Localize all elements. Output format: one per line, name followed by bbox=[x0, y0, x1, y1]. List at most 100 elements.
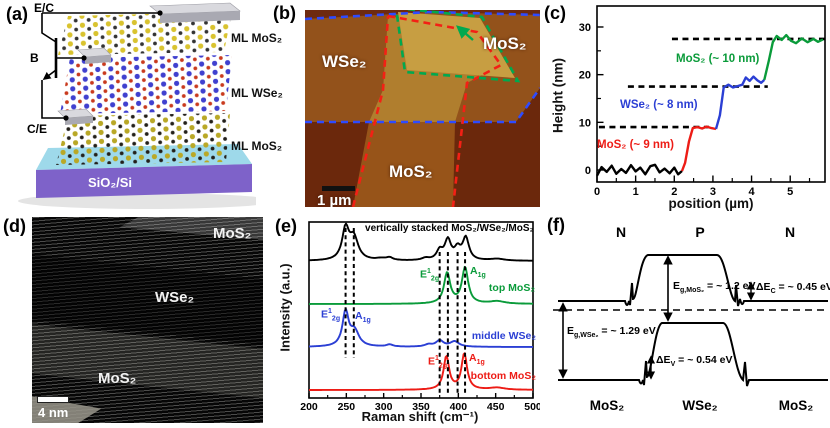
top-contact-dot bbox=[157, 10, 163, 16]
c-ytick-label: 0 bbox=[585, 165, 591, 177]
wse2-outline-top bbox=[305, 10, 540, 21]
panel-a-device-schematic: (a) SiO₂/Si bbox=[0, 0, 283, 212]
panel-b-label: (b) bbox=[273, 3, 296, 23]
eg-wse2-annotation: Eg,WSe₂ = ~ 1.29 eV bbox=[567, 325, 656, 340]
layer-label-bottom-mos2: ML MoS₂ bbox=[231, 139, 283, 153]
device-3d-illustration: SiO₂/Si bbox=[18, 1, 274, 209]
afm-wse2-label: WSe₂ bbox=[322, 52, 367, 71]
panel-c-height-profile: (c) 0 1 2 3 4 5 0 10 20 30 Height (nm) position (… bbox=[540, 0, 830, 212]
raman-title: vertically stacked MoS₂/WSe₂/MoS₂ bbox=[365, 223, 534, 234]
e-xtick-label: 400 bbox=[450, 401, 468, 413]
c-xtick-label: 2 bbox=[671, 186, 677, 198]
top-electrode bbox=[149, 2, 241, 23]
mode-label-a1g-wse2: A1g bbox=[355, 310, 371, 325]
afm-regions-overlay bbox=[305, 10, 540, 207]
tem-mos2-bottom-label: MoS₂ bbox=[98, 370, 137, 387]
eg-mos2-annotation: Eg,MoS₂ = ~ 1.2 eV bbox=[673, 280, 756, 295]
tem-mos2-top-label: MoS₂ bbox=[213, 225, 252, 242]
terminal-b-label: B bbox=[30, 51, 39, 65]
bottom-contact-dot bbox=[63, 115, 69, 121]
top-mos2-arrow bbox=[456, 25, 474, 41]
tem-wse2-label: WSe₂ bbox=[155, 289, 195, 306]
material-mos2-left-label: MoS₂ bbox=[589, 398, 625, 413]
region-n-right-label: N bbox=[784, 224, 796, 240]
height-axis-label: Height (nm) bbox=[550, 58, 566, 133]
panel-c-label: (c) bbox=[544, 3, 566, 23]
c-ytick-label: 30 bbox=[579, 22, 591, 34]
afm-scale-text: 1 µm bbox=[317, 192, 352, 207]
e-series-bottom MoS₂ bbox=[309, 352, 533, 391]
c-xtick-label: 4 bbox=[748, 186, 755, 198]
position-axis-label: position (µm) bbox=[668, 196, 754, 211]
trace-label-bottom-mos2: bottom MoS₂ bbox=[470, 370, 536, 382]
layer-top-mos2 bbox=[58, 12, 232, 55]
top-mos2-outline bbox=[394, 10, 521, 83]
terminal-ec-label: E/C bbox=[34, 1, 54, 15]
c-plot-frame bbox=[596, 5, 826, 183]
intensity-axis-label: Intensity (a.u.) bbox=[277, 263, 293, 352]
bottom-electrode bbox=[57, 108, 94, 125]
conduction-band-curve bbox=[558, 254, 828, 307]
mode-label-a1g-top-mos2: A1g bbox=[470, 265, 486, 280]
region-p-label: P bbox=[695, 224, 705, 240]
valence-band-curve bbox=[558, 322, 828, 387]
mode-label-e2g-wse2: E12g bbox=[321, 308, 341, 323]
trace-label-middle-wse2: middle WSe₂ bbox=[471, 330, 536, 342]
base-electrode bbox=[77, 47, 112, 64]
afm-mos2-top-label: MoS₂ bbox=[483, 34, 527, 53]
wse2-outline-bottom bbox=[305, 87, 540, 124]
e-xtick-label: 500 bbox=[524, 401, 540, 413]
c-xtick-label: 0 bbox=[594, 186, 600, 198]
substrate-label: SiO₂/Si bbox=[88, 175, 132, 190]
region-n-left-label: N bbox=[615, 224, 627, 240]
c-series-substrate bbox=[595, 163, 683, 177]
delta-ec-annotation: ΔEC = ~ 0.45 eV bbox=[756, 281, 830, 296]
trace-label-top-mos2: top MoS₂ bbox=[488, 282, 535, 294]
afm-scale-bar bbox=[322, 186, 355, 191]
e-xtick-label: 200 bbox=[300, 401, 318, 413]
material-wse2-label: WSe₂ bbox=[682, 398, 718, 413]
material-mos2-right-label: MoS₂ bbox=[778, 398, 814, 413]
c-xtick-label: 1 bbox=[633, 186, 639, 198]
layer-label-middle-wse2: ML WSe₂ bbox=[231, 86, 283, 100]
delta-ev-annotation: ΔEV = ~ 0.54 eV bbox=[656, 354, 733, 369]
c-ytick-label: 10 bbox=[579, 117, 591, 129]
panel-a-label: (a) bbox=[6, 4, 28, 24]
panel-d-tem-image: (d) MoS₂ WSe₂ MoS₂ 4 nm bbox=[0, 212, 270, 428]
wse2-8nm-annotation: WSe₂ (~ 8 nm) bbox=[620, 99, 698, 111]
mode-label-e2g-top-mos2: E12g bbox=[420, 268, 440, 283]
tem-lattice-fringes bbox=[32, 217, 263, 423]
layer-bottom-mos2 bbox=[56, 113, 230, 165]
c-xtick-label: 5 bbox=[787, 186, 793, 198]
afm-mos2-strip-lower bbox=[353, 122, 455, 207]
afm-top-mos2-bright-region bbox=[398, 12, 515, 78]
raman-shift-axis-label: Raman shift (cm⁻¹) bbox=[361, 409, 479, 424]
mode-label-e2g-bottom-mos2: E12g bbox=[428, 355, 448, 370]
base-contact-dot bbox=[81, 55, 87, 61]
terminal-ce-label: C/E bbox=[27, 122, 47, 136]
height-profile-chart: 0 1 2 3 4 5 0 10 20 30 bbox=[579, 5, 826, 198]
substrate-shadow bbox=[18, 193, 274, 209]
panel-b-afm-image: (b) bbox=[255, 0, 540, 212]
tem-scale-text: 4 nm bbox=[38, 405, 69, 420]
mode-label-a1g-bottom-mos2: A1g bbox=[469, 352, 485, 367]
band-diagram-drawing bbox=[553, 254, 828, 387]
panel-f-band-diagram: (f) N P N Eg,MoS₂ = ~ 1.2 eV ΔEC = ~ 0.4… bbox=[540, 210, 830, 428]
c-series-WSe₂ (~ 8 nm) bbox=[714, 75, 766, 130]
afm-top-dark-region bbox=[305, 10, 540, 19]
panel-d-label: (d) bbox=[3, 216, 26, 236]
mos2-9nm-annotation: MoS₂ (~ 9 nm) bbox=[597, 139, 674, 151]
c-series-MoS₂ (~ 10 nm) bbox=[763, 33, 824, 81]
e-xtick-label: 450 bbox=[487, 401, 505, 413]
e-series-vertically stacked MoS₂/WSe₂/MoS₂ bbox=[308, 222, 533, 262]
layer-middle-wse2 bbox=[60, 55, 232, 114]
tem-scale-bar bbox=[37, 396, 69, 403]
e-xtick-label: 350 bbox=[412, 401, 430, 413]
c-xtick-label: 3 bbox=[710, 186, 716, 198]
layer-label-top-mos2: ML MoS₂ bbox=[231, 31, 283, 45]
afm-image: WSe₂ MoS₂ MoS₂ 1 µm bbox=[305, 10, 540, 207]
bottom-mos2-outline bbox=[351, 14, 503, 207]
c-ytick-label: 20 bbox=[579, 70, 591, 82]
tem-image: MoS₂ WSe₂ MoS₂ 4 nm bbox=[32, 217, 263, 423]
